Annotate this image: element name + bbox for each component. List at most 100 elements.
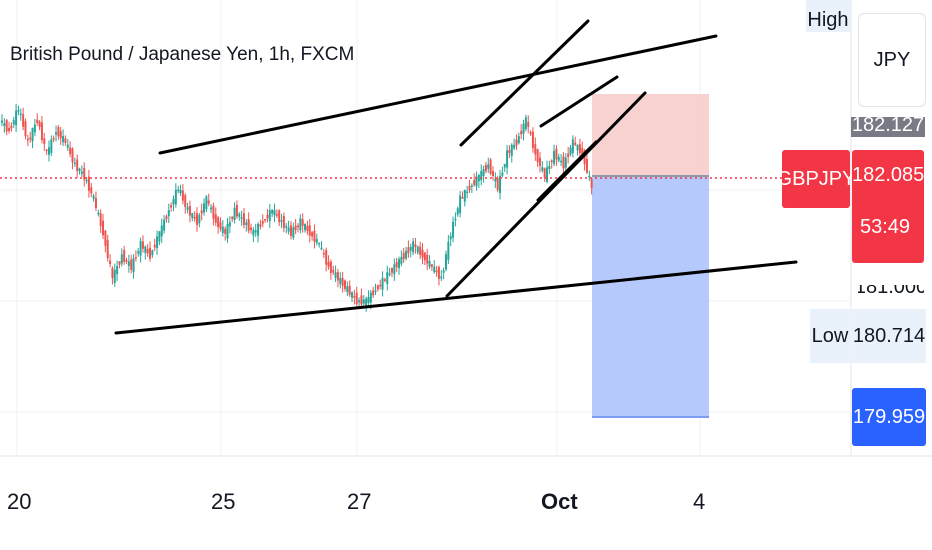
candle-body (292, 227, 295, 238)
candle-body (510, 144, 513, 157)
candle-body (40, 122, 43, 141)
candle-body (271, 209, 274, 214)
candle-body (38, 121, 41, 127)
candle-body (430, 264, 433, 267)
candle-body (358, 300, 361, 303)
candle-body (127, 261, 130, 266)
candle-body (496, 178, 499, 190)
candle-body (499, 175, 502, 194)
candle-body (402, 252, 405, 260)
candle-body (475, 176, 478, 187)
stop-loss-zone[interactable] (592, 94, 709, 176)
candle-body (226, 223, 229, 239)
candle-body (102, 220, 105, 236)
candle-body (57, 127, 60, 137)
candle-body (470, 185, 473, 187)
candle-body (289, 225, 292, 236)
candle-body (120, 254, 123, 264)
currency-button[interactable]: JPY (858, 13, 926, 107)
candle-body (520, 131, 523, 135)
candle-body (280, 220, 283, 222)
candle-body (165, 216, 168, 220)
candle-body (22, 114, 25, 127)
candle-body (574, 142, 577, 145)
candle-body (137, 251, 140, 254)
candle-body (36, 119, 39, 124)
candle-body (261, 221, 264, 224)
trendlines[interactable] (114, 19, 798, 335)
candle-body (546, 167, 549, 182)
candle-body (191, 213, 194, 219)
candle-body (308, 225, 311, 236)
candle-body (395, 261, 398, 268)
candle-body (181, 190, 184, 201)
candle-body (522, 123, 525, 134)
candle-body (83, 168, 86, 180)
candle-body (583, 150, 586, 165)
take-profit-zone[interactable] (592, 176, 709, 417)
candle-body (581, 147, 584, 156)
candle-body (15, 110, 18, 126)
candle-body (64, 138, 67, 143)
candle-body (412, 241, 415, 253)
candle-body (47, 147, 50, 155)
candle-body (494, 178, 497, 182)
candle-body (76, 159, 79, 172)
candle-body (567, 153, 570, 157)
candle-body (348, 285, 351, 295)
candle-body (50, 139, 53, 153)
candle-body (445, 254, 447, 270)
candle-body (353, 295, 356, 298)
candle-body (146, 249, 149, 254)
candle-body (71, 148, 74, 163)
candle-body (257, 224, 260, 236)
candle-body (360, 295, 363, 305)
candle-body (235, 205, 238, 217)
candle-body (92, 195, 95, 199)
candle-body (362, 299, 365, 304)
candle-body (334, 272, 337, 279)
candle-body (224, 228, 227, 234)
candle-body (454, 218, 457, 221)
candle-body (459, 195, 462, 214)
candle-body (400, 256, 403, 264)
time-label-27: 27 (347, 489, 372, 514)
candle-body (94, 198, 97, 208)
candle-body (118, 261, 121, 265)
candle-body (409, 246, 412, 251)
candle-body (87, 176, 90, 191)
candle-body (170, 205, 173, 208)
candle-body (343, 280, 346, 289)
candle-body (184, 195, 187, 207)
candle-body (562, 156, 565, 169)
candle-body (116, 266, 119, 275)
rising-channel-upper (459, 19, 590, 147)
candle-body (238, 213, 241, 217)
candle-body (365, 298, 368, 306)
candle-body (423, 252, 426, 261)
candle-body (588, 175, 591, 178)
candle-body (327, 261, 330, 267)
symbol-badge[interactable]: GBPJPY (777, 150, 855, 208)
candle-body (85, 179, 88, 182)
candle-body (311, 232, 314, 237)
candle-body (553, 150, 556, 164)
candle-body (456, 208, 459, 215)
candle-body (550, 160, 553, 163)
candle-body (219, 222, 222, 229)
candle-body (69, 147, 72, 154)
candle-body (275, 214, 278, 216)
upper-channel-line (158, 34, 718, 155)
time-label-20: 20 (7, 489, 32, 514)
candle-body (221, 226, 224, 233)
candle-body (480, 171, 483, 181)
candle-body (433, 266, 436, 273)
candle-body (468, 185, 471, 191)
candle-body (3, 123, 6, 127)
candle-body (313, 230, 316, 242)
tick-181: 181.000 (858, 285, 924, 298)
candle-body (97, 212, 100, 215)
candle-body (5, 119, 8, 132)
candle-body (501, 172, 504, 176)
